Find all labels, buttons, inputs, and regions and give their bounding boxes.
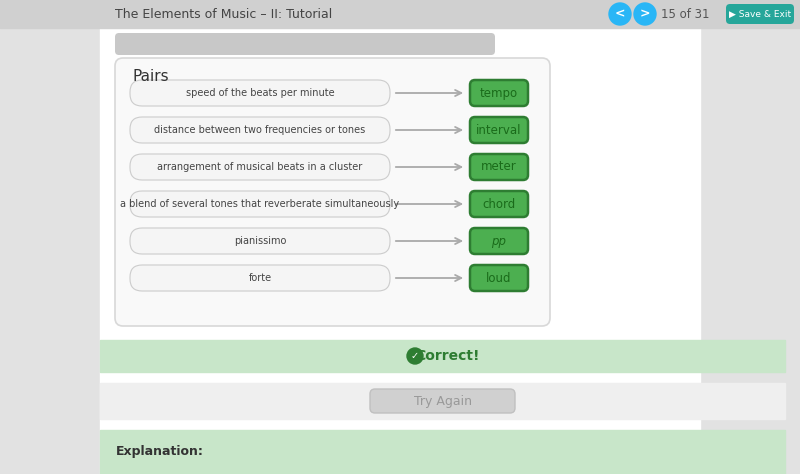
FancyBboxPatch shape [470,117,528,143]
Text: meter: meter [481,161,517,173]
Text: Explanation:: Explanation: [116,446,204,458]
Text: speed of the beats per minute: speed of the beats per minute [186,88,334,98]
Circle shape [634,3,656,25]
FancyBboxPatch shape [115,58,550,326]
Text: interval: interval [476,124,522,137]
Text: arrangement of musical beats in a cluster: arrangement of musical beats in a cluste… [158,162,362,172]
Text: Pairs: Pairs [133,69,170,83]
FancyBboxPatch shape [130,117,390,143]
FancyBboxPatch shape [370,389,515,413]
Bar [100,430,785,474]
Bar [100,0,800,474]
Text: tempo: tempo [480,86,518,100]
Bar [700,0,800,474]
FancyBboxPatch shape [470,191,528,217]
FancyBboxPatch shape [470,154,528,180]
FancyBboxPatch shape [470,265,528,291]
Text: ▶ Save & Exit: ▶ Save & Exit [729,9,791,18]
Text: forte: forte [249,273,271,283]
Text: Try Again: Try Again [414,394,471,408]
FancyBboxPatch shape [470,80,528,106]
Circle shape [609,3,631,25]
Text: ✓: ✓ [411,351,419,361]
FancyBboxPatch shape [130,80,390,106]
FancyBboxPatch shape [130,265,390,291]
Text: Correct!: Correct! [414,349,479,363]
FancyBboxPatch shape [470,228,528,254]
Text: pianissimo: pianissimo [234,236,286,246]
FancyBboxPatch shape [726,4,794,24]
Text: a blend of several tones that reverberate simultaneously: a blend of several tones that reverberat… [121,199,399,209]
Text: pp: pp [491,235,506,247]
Bar [0,0,100,474]
Bar [100,340,785,372]
Text: loud: loud [486,272,512,284]
Bar [100,28,700,474]
FancyBboxPatch shape [115,33,495,55]
Text: The Elements of Music – II: Tutorial: The Elements of Music – II: Tutorial [115,8,332,20]
Bar [0,0,800,28]
Circle shape [407,348,423,364]
Text: 15 of 31: 15 of 31 [661,8,710,20]
FancyBboxPatch shape [130,228,390,254]
FancyBboxPatch shape [130,191,390,217]
Text: <: < [614,8,626,20]
FancyBboxPatch shape [130,154,390,180]
Bar [100,383,785,419]
Text: chord: chord [482,198,516,210]
Text: distance between two frequencies or tones: distance between two frequencies or tone… [154,125,366,135]
Text: >: > [640,8,650,20]
